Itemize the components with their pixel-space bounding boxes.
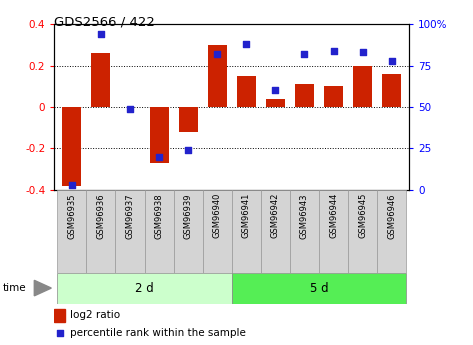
Text: time: time	[2, 283, 26, 293]
Bar	[57, 190, 87, 273]
Text: log2 ratio: log2 ratio	[70, 310, 121, 320]
Bar	[91, 53, 110, 107]
Text: GSM96937: GSM96937	[125, 193, 134, 239]
Text: GSM96943: GSM96943	[300, 193, 309, 238]
Bar	[261, 190, 290, 273]
Point	[388, 58, 395, 63]
Point	[184, 147, 192, 153]
Bar	[290, 190, 319, 273]
Bar	[232, 273, 406, 304]
Point	[155, 154, 163, 159]
Point	[301, 51, 308, 57]
Bar	[377, 190, 406, 273]
Bar	[54, 309, 65, 322]
Text: GSM96940: GSM96940	[213, 193, 222, 238]
Bar	[266, 99, 285, 107]
Polygon shape	[35, 280, 51, 296]
Text: GSM96946: GSM96946	[387, 193, 396, 238]
Point	[243, 41, 250, 47]
Point	[359, 50, 367, 55]
Bar	[348, 190, 377, 273]
Text: GSM96936: GSM96936	[96, 193, 105, 239]
Point	[213, 51, 221, 57]
Point	[56, 330, 63, 336]
Bar	[174, 190, 203, 273]
Bar	[62, 107, 81, 186]
Point	[126, 106, 134, 111]
Bar	[203, 190, 232, 273]
Text: GSM96944: GSM96944	[329, 193, 338, 238]
Bar	[295, 84, 314, 107]
Bar	[319, 190, 348, 273]
Point	[330, 48, 337, 53]
Text: 2 d: 2 d	[135, 282, 154, 295]
Bar	[232, 190, 261, 273]
Text: GSM96945: GSM96945	[358, 193, 367, 238]
Bar	[324, 86, 343, 107]
Text: percentile rank within the sample: percentile rank within the sample	[70, 328, 246, 338]
Text: GSM96942: GSM96942	[271, 193, 280, 238]
Point	[68, 182, 76, 188]
Bar	[179, 107, 198, 132]
Bar	[353, 66, 372, 107]
Bar	[57, 273, 232, 304]
Bar	[237, 76, 256, 107]
Text: GSM96941: GSM96941	[242, 193, 251, 238]
Text: GSM96938: GSM96938	[155, 193, 164, 239]
Bar	[208, 45, 227, 107]
Bar	[149, 107, 168, 163]
Bar	[87, 190, 115, 273]
Bar	[115, 190, 145, 273]
Text: GDS2566 / 422: GDS2566 / 422	[54, 16, 155, 29]
Text: GSM96939: GSM96939	[184, 193, 193, 238]
Point	[97, 31, 105, 37]
Bar	[145, 190, 174, 273]
Text: 5 d: 5 d	[310, 282, 328, 295]
Point	[272, 88, 279, 93]
Bar	[382, 74, 401, 107]
Text: GSM96935: GSM96935	[67, 193, 76, 238]
